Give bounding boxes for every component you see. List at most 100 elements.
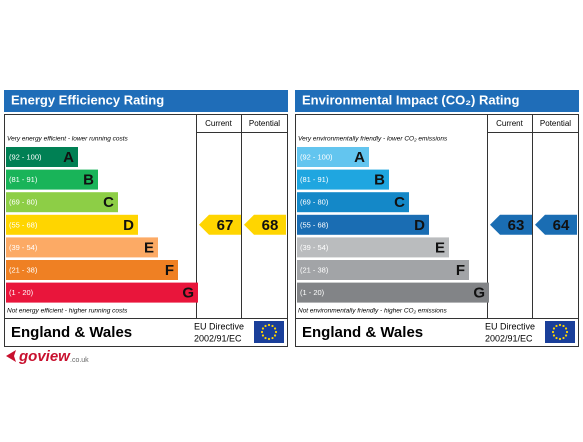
logo: goview .co.uk bbox=[6, 348, 89, 365]
rating-arrow bbox=[490, 214, 532, 235]
band-letter: C bbox=[103, 194, 114, 211]
eu-star bbox=[264, 336, 267, 340]
directive: 2002/91/EC bbox=[485, 333, 533, 343]
rating-arrow bbox=[244, 214, 286, 235]
eu-flag bbox=[254, 321, 284, 343]
band-bar bbox=[297, 214, 429, 235]
eu-star bbox=[261, 327, 265, 330]
eu-star bbox=[555, 336, 558, 340]
rating-arrow bbox=[535, 214, 577, 235]
band-bar bbox=[297, 192, 409, 213]
eu-flag bbox=[545, 321, 575, 343]
directive: EU Directive bbox=[194, 321, 244, 331]
note-bottom: Not environmentally friendly - higher CO… bbox=[298, 308, 448, 315]
panel-frame bbox=[4, 114, 288, 347]
rating-value: 68 bbox=[262, 217, 279, 234]
directive: 2002/91/EC bbox=[194, 333, 242, 343]
eu-star bbox=[264, 324, 267, 328]
eu-star bbox=[564, 334, 568, 337]
logo-brand: goview bbox=[18, 348, 71, 365]
band-range: (39 - 54) bbox=[300, 243, 329, 252]
panel-header bbox=[295, 90, 579, 112]
band-range: (55 - 68) bbox=[9, 220, 38, 229]
band-letter: E bbox=[435, 239, 445, 256]
band-range: (81 - 91) bbox=[300, 175, 329, 184]
band-bar bbox=[297, 282, 489, 303]
eu-star bbox=[267, 337, 271, 341]
band-range: (21 - 38) bbox=[300, 265, 329, 274]
panel-frame bbox=[295, 114, 579, 347]
band-letter: C bbox=[394, 194, 405, 211]
band-bar bbox=[6, 169, 98, 190]
rating-value: 67 bbox=[217, 217, 234, 234]
band-range: (1 - 20) bbox=[9, 288, 34, 297]
eu-star bbox=[271, 336, 274, 340]
eu-star bbox=[552, 327, 556, 330]
band-range: (39 - 54) bbox=[9, 243, 38, 252]
band-bar bbox=[6, 192, 118, 213]
eu-star bbox=[562, 324, 565, 328]
band-range: (69 - 80) bbox=[300, 198, 329, 207]
eu-star bbox=[273, 327, 277, 330]
column-header: Current bbox=[205, 119, 232, 128]
eu-star bbox=[562, 336, 565, 340]
eu-star bbox=[555, 324, 558, 328]
band-letter: D bbox=[123, 217, 134, 234]
column-header: Potential bbox=[249, 119, 280, 128]
region: England & Wales bbox=[11, 324, 132, 341]
band-letter: A bbox=[63, 149, 74, 166]
band-letter: A bbox=[354, 149, 365, 166]
band-range: (81 - 91) bbox=[9, 175, 38, 184]
column-header: Potential bbox=[540, 119, 571, 128]
note-top: Very energy efficient - lower running co… bbox=[7, 136, 129, 143]
band-bar bbox=[297, 260, 469, 280]
band-letter: G bbox=[473, 285, 485, 302]
band-letter: F bbox=[165, 262, 174, 279]
band-bar bbox=[297, 147, 369, 167]
band-bar bbox=[6, 147, 78, 167]
eu-star bbox=[273, 334, 277, 337]
region: England & Wales bbox=[302, 324, 423, 341]
column-header: Current bbox=[496, 119, 523, 128]
band-bar bbox=[6, 282, 198, 303]
eu-star bbox=[565, 330, 569, 334]
band-bar bbox=[6, 214, 138, 235]
eu-star bbox=[274, 330, 278, 334]
band-range: (92 - 100) bbox=[9, 152, 42, 161]
panel-title: Energy Efficiency Rating bbox=[11, 92, 164, 107]
band-letter: B bbox=[374, 172, 385, 189]
eu-star bbox=[267, 323, 271, 327]
directive: EU Directive bbox=[485, 321, 535, 331]
band-range: (21 - 38) bbox=[9, 265, 38, 274]
band-letter: D bbox=[414, 217, 425, 234]
rating-panel: Environmental Impact (CO₂) Rating Current… bbox=[295, 90, 579, 347]
band-range: (92 - 100) bbox=[300, 152, 333, 161]
eu-star bbox=[261, 334, 265, 337]
band-bar bbox=[6, 237, 158, 258]
band-letter: G bbox=[182, 285, 194, 302]
eu-star bbox=[552, 334, 556, 337]
rating-panel: Energy Efficiency Rating Current Potential… bbox=[4, 90, 288, 347]
band-bar bbox=[297, 237, 449, 258]
rating-arrow bbox=[199, 214, 241, 235]
band-bar bbox=[6, 260, 178, 280]
eu-star bbox=[271, 324, 274, 328]
logo-icon bbox=[6, 350, 16, 362]
eu-star bbox=[260, 330, 264, 334]
panel-header bbox=[4, 90, 288, 112]
eu-star bbox=[558, 337, 562, 341]
band-bar bbox=[297, 169, 389, 190]
band-range: (1 - 20) bbox=[300, 288, 325, 297]
panel-title: Environmental Impact (CO₂) Rating bbox=[302, 92, 519, 107]
note-top: Very environmentally friendly - lower CO… bbox=[298, 136, 448, 143]
band-range: (55 - 68) bbox=[300, 220, 329, 229]
logo-suffix: .co.uk bbox=[70, 357, 89, 364]
band-letter: B bbox=[83, 172, 94, 189]
eu-star bbox=[558, 323, 562, 327]
rating-value: 63 bbox=[508, 217, 525, 234]
band-letter: F bbox=[456, 262, 465, 279]
eu-star bbox=[551, 330, 555, 334]
rating-value: 64 bbox=[553, 217, 570, 234]
note-bottom: Not energy efficient - higher running co… bbox=[7, 308, 128, 315]
